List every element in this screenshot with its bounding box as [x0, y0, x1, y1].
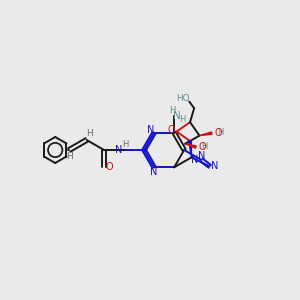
Text: O: O: [167, 125, 175, 135]
Text: N: N: [115, 145, 123, 155]
Text: N: N: [147, 125, 154, 135]
Text: HO: HO: [176, 94, 190, 103]
Text: H: H: [169, 106, 175, 115]
Text: N: N: [172, 111, 180, 121]
Text: H: H: [86, 129, 93, 138]
Text: H: H: [122, 140, 129, 148]
Text: H: H: [201, 142, 207, 151]
Text: N: N: [211, 161, 218, 171]
Text: O: O: [106, 162, 113, 172]
Text: N: N: [198, 151, 205, 160]
Text: O: O: [198, 142, 206, 152]
Polygon shape: [189, 141, 191, 157]
Text: H: H: [66, 152, 73, 161]
Text: N: N: [191, 155, 199, 165]
Text: O: O: [214, 128, 222, 138]
Text: H: H: [179, 115, 186, 124]
Text: N: N: [150, 167, 158, 177]
Polygon shape: [185, 144, 196, 148]
Text: H: H: [217, 128, 223, 137]
Polygon shape: [200, 132, 212, 136]
